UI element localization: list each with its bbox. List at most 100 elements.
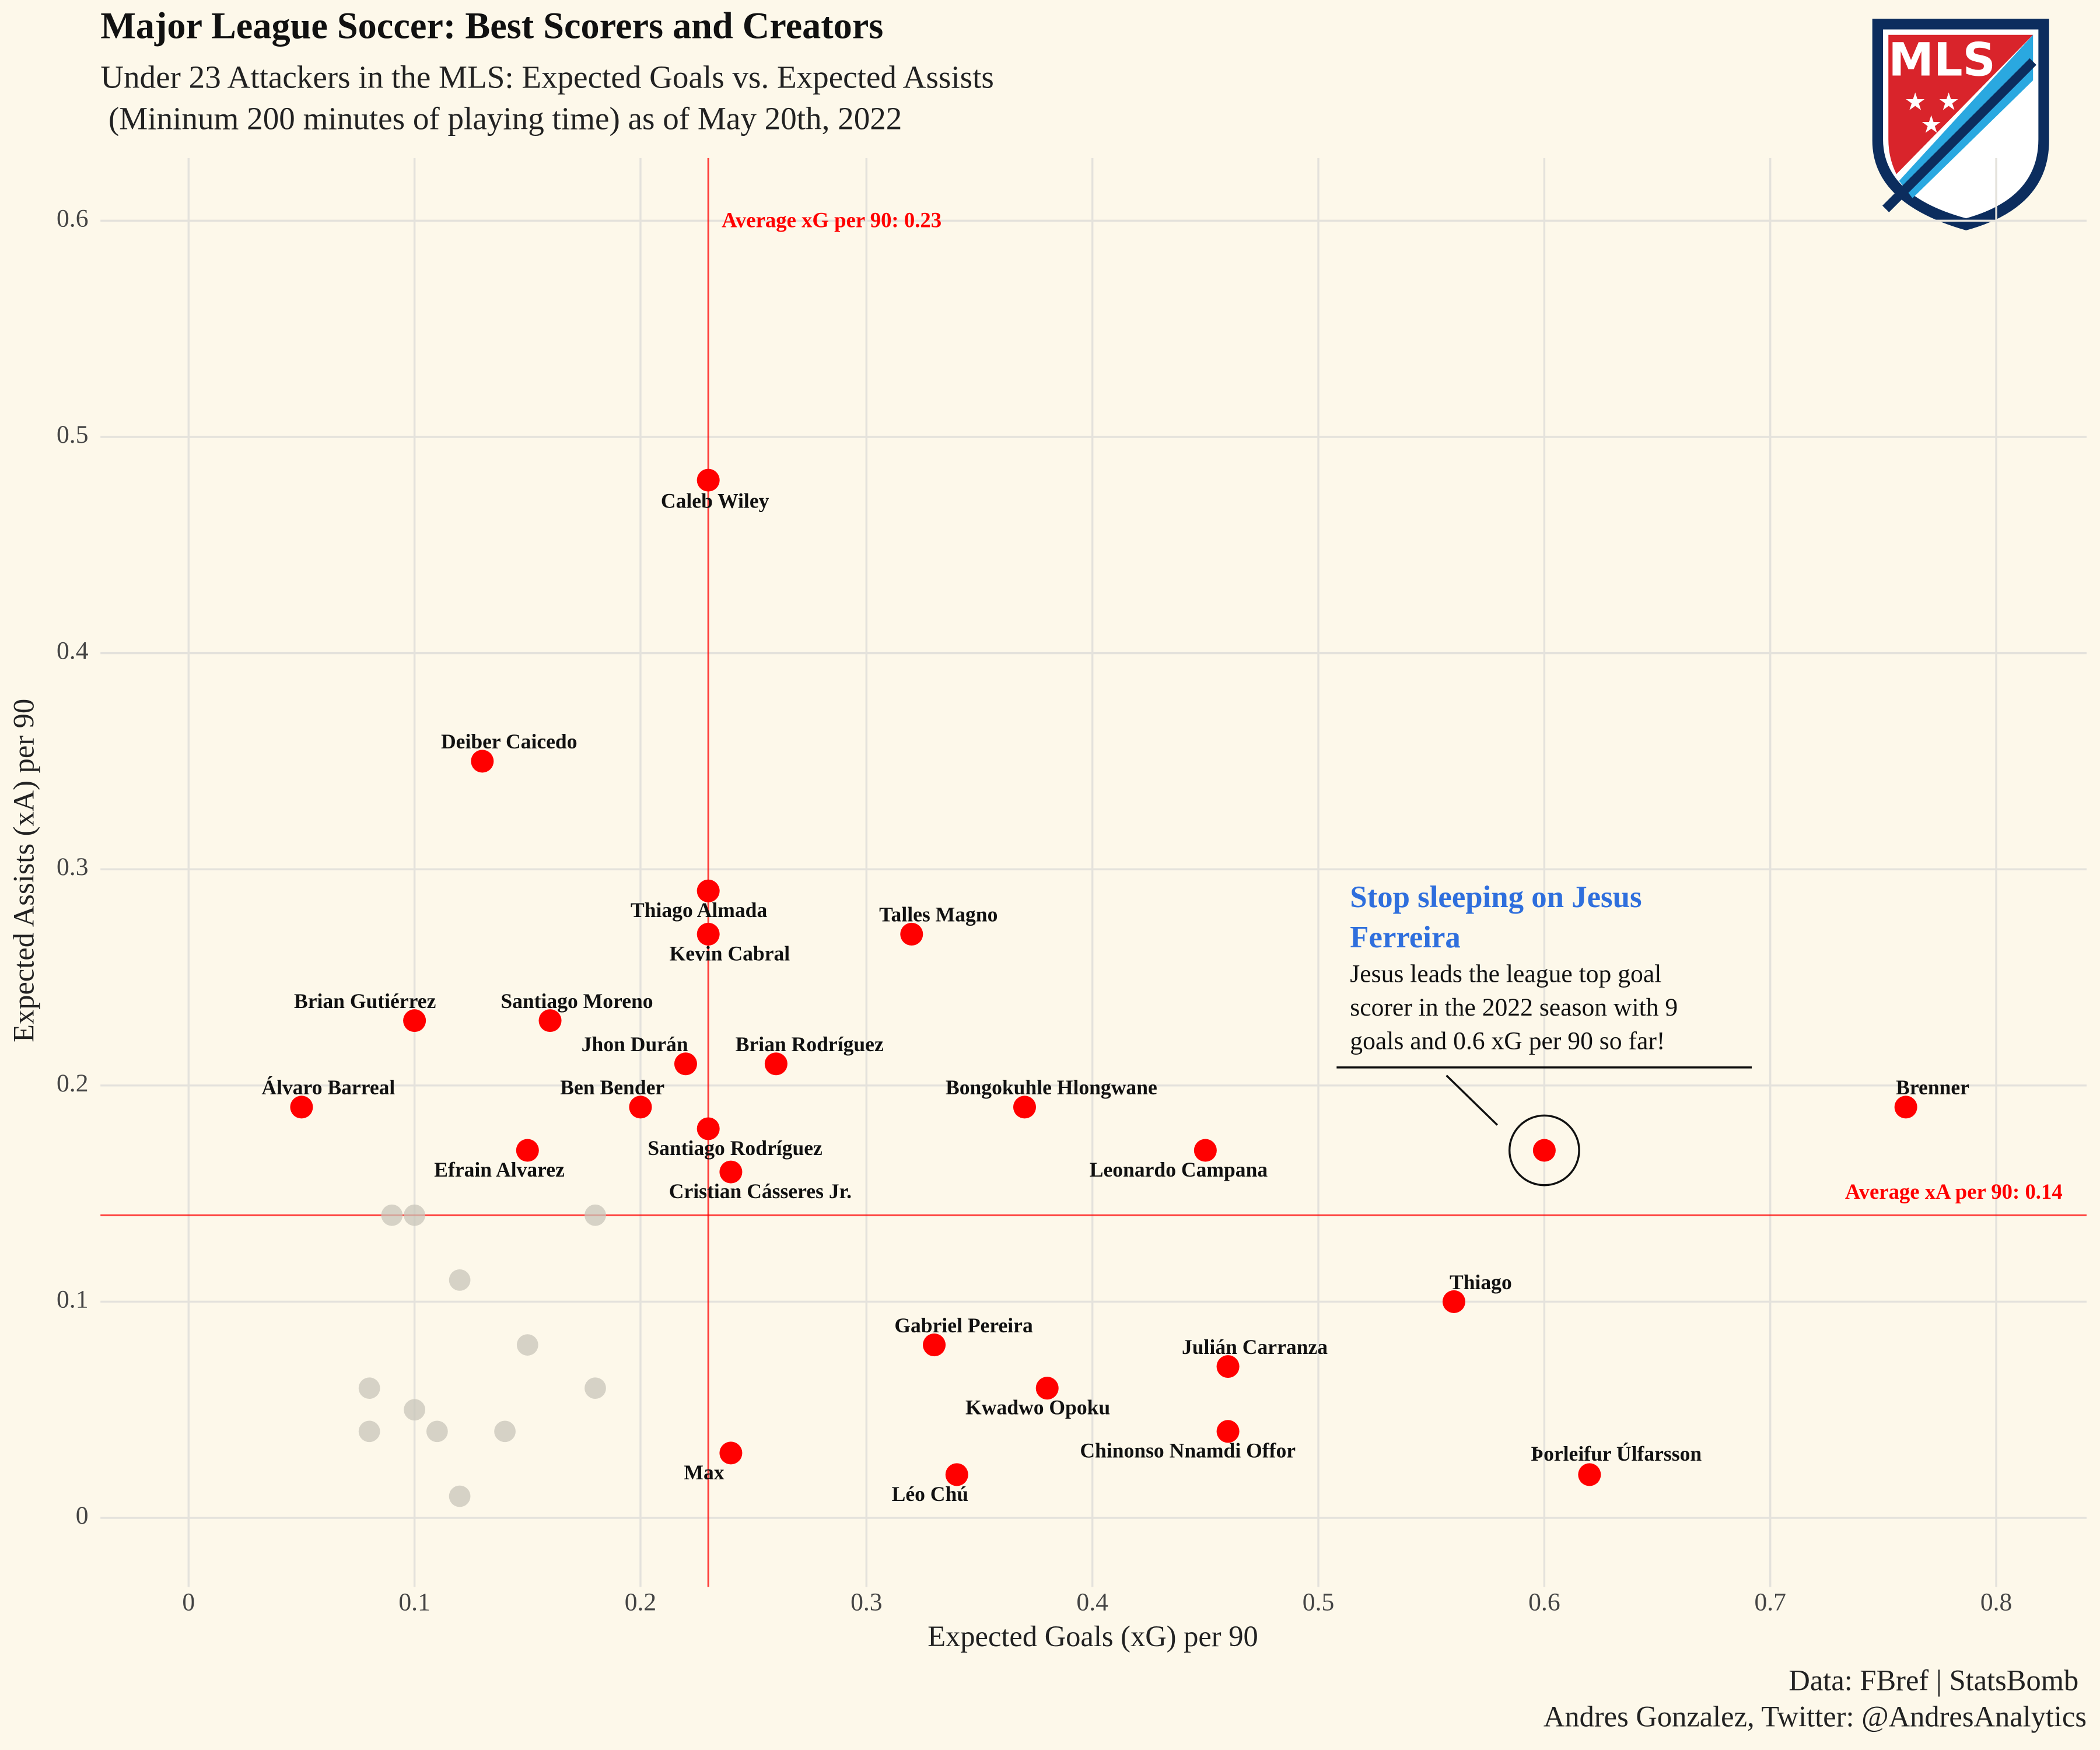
point [403,1009,426,1032]
annotation-arrow [1446,1074,1499,1126]
point [426,1420,448,1443]
point [1578,1463,1601,1486]
point-label: Ben Bender [560,1076,664,1099]
svg-text:★: ★ [1920,111,1942,138]
point [358,1420,380,1443]
point [1013,1096,1036,1119]
point-label: Max [684,1461,724,1484]
svg-text:★: ★ [1905,89,1926,116]
point [696,922,720,946]
x-tick-label: 0.1 [398,1588,430,1616]
point [516,1334,538,1356]
y-tick-label: 0.4 [57,637,89,665]
x-tick-label: 0.7 [1754,1588,1786,1616]
x-axis-label: Expected Goals (xG) per 90 [928,1620,1258,1653]
y-tick-label: 0.6 [57,204,89,232]
subtitle: (Mininum 200 minutes of playing time) as… [100,101,902,136]
point [900,922,923,946]
point [290,1096,313,1119]
annotation-text: goals and 0.6 xG per 90 so far! [1350,1027,1665,1055]
y-axis-label: Expected Assists (xA) per 90 [8,699,40,1042]
x-tick-label: 0.4 [1076,1588,1108,1616]
caption: Andres Gonzalez, Twitter: @AndresAnalyti… [1544,1700,2087,1733]
point [719,1441,743,1465]
point [381,1204,403,1226]
x-tick-label: 0.6 [1528,1588,1560,1616]
point-label: Deiber Caicedo [441,730,578,753]
point-label: Santiago Moreno [501,989,653,1013]
point-label: Cristian Cásseres Jr. [669,1180,852,1203]
point-label: Brian Rodríguez [736,1032,884,1056]
point [516,1139,539,1162]
point [584,1377,606,1399]
point-label: Talles Magno [879,903,998,926]
point-label: Léo Chú [892,1482,968,1506]
point [1532,1139,1556,1162]
point-label: Leonardo Campana [1090,1158,1268,1181]
x-tick-label: 0 [182,1588,195,1616]
point [1216,1355,1240,1378]
point-label: Jhon Durán [582,1032,688,1056]
point [1216,1420,1240,1443]
caption: Data: FBref | StatsBomb [1788,1664,2078,1697]
mean-label: Average xA per 90: 0.14 [1845,1180,2063,1203]
highlight-ring [1508,1114,1580,1186]
logo-text: MLS [1888,34,1996,86]
point [696,468,720,492]
y-tick-label: 0.2 [57,1069,89,1097]
point [1442,1290,1465,1313]
annotation-text: scorer in the 2022 season with 9 [1350,993,1678,1021]
point-label: Thiago Almada [631,898,767,922]
point-label: Chinonso Nnamdi Offor [1080,1439,1296,1462]
point [719,1160,743,1184]
point-label: Gabriel Pereira [894,1314,1033,1337]
point-label: Álvaro Barreal [261,1076,395,1099]
x-tick-label: 0.3 [850,1588,883,1616]
point [449,1269,471,1291]
point-label: Bongokuhle Hlongwane [946,1076,1157,1099]
mean-label: Average xG per 90: 0.23 [722,208,942,232]
point-label: Efrain Alvarez [434,1158,565,1181]
point [449,1485,471,1507]
logo: MLS ★ ★ ★ [1872,19,2049,230]
chart-title: Major League Soccer: Best Scorers and Cr… [100,5,883,46]
point-label: Brenner [1896,1076,1969,1099]
point-label: Thiago [1450,1270,1512,1294]
annotation-text: Jesus leads the league top goal [1350,960,1661,988]
point [923,1334,946,1357]
point-label: Þorleifur Úlfarsson [1531,1442,1702,1465]
annotation-title: Ferreira [1350,921,1461,954]
point [404,1204,425,1226]
y-tick-label: 0.3 [57,853,89,881]
point [764,1052,788,1076]
point [696,879,720,902]
point [629,1096,652,1119]
point [674,1052,697,1076]
point-label: Kwadwo Opoku [965,1396,1110,1419]
point-label: Julián Carranza [1182,1335,1328,1359]
point [494,1420,516,1443]
y-tick-label: 0.5 [57,421,89,449]
point-label: Brian Gutiérrez [294,989,436,1013]
subtitle: Under 23 Attackers in the MLS: Expected … [100,59,994,94]
point [358,1377,380,1399]
x-tick-label: 0.2 [625,1588,657,1616]
svg-text:★: ★ [1938,89,1959,116]
point [945,1463,968,1486]
y-tick-label: 0.1 [57,1285,89,1313]
point [538,1009,562,1032]
point [1894,1096,1917,1119]
point [696,1117,720,1140]
point [471,750,494,773]
y-tick-label: 0 [76,1502,89,1530]
point [584,1204,606,1226]
point [404,1399,425,1421]
annotation-title: Stop sleeping on Jesus [1350,880,1642,914]
x-tick-label: 0.8 [1980,1588,2013,1616]
point [1194,1139,1217,1162]
x-tick-label: 0.5 [1303,1588,1335,1616]
point-label: Santiago Rodríguez [648,1136,822,1160]
point [1035,1377,1059,1400]
